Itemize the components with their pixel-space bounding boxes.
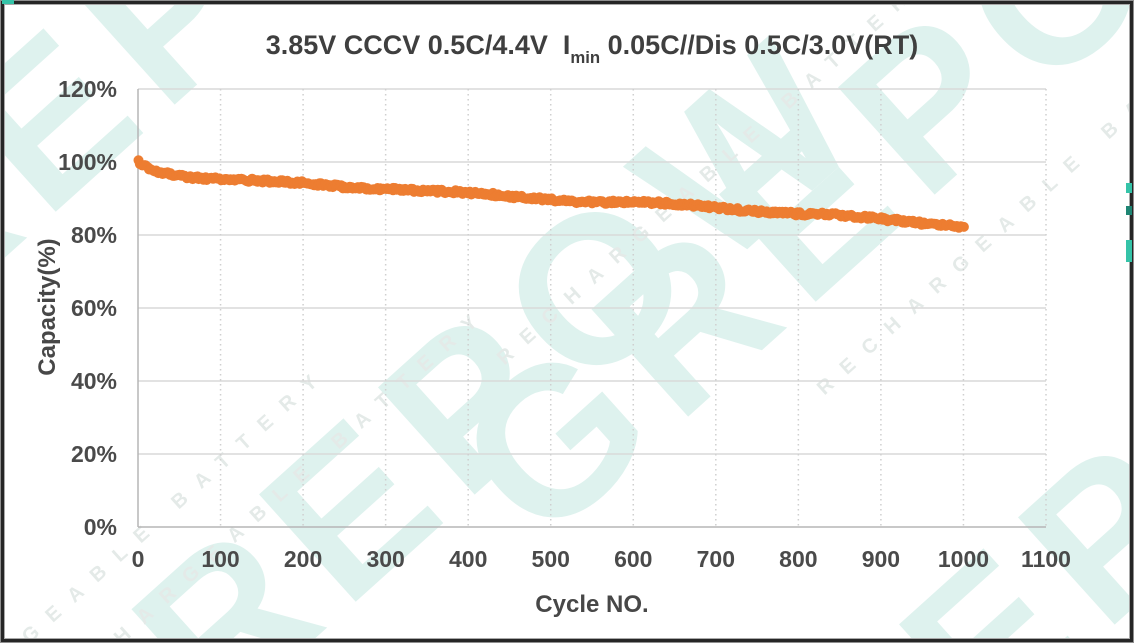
capacity-series: [133, 155, 969, 233]
x-tick-label: 100: [201, 546, 240, 572]
x-tick-label: 1000: [937, 546, 990, 572]
y-tick-label: 40%: [70, 368, 117, 394]
y-tick-label: 120%: [58, 76, 117, 102]
x-tick-label: 200: [283, 546, 323, 572]
x-tick-label: 0: [131, 546, 145, 572]
x-tick-label: 1100: [1021, 546, 1071, 572]
chart-title: 3.85V CCCV 0.5C/4.4V Imin 0.05C//Dis 0.5…: [138, 30, 1046, 68]
border-watermark-fragment: [1126, 240, 1132, 262]
y-tick-label: 100%: [58, 149, 117, 175]
x-tick-label: 400: [448, 546, 488, 572]
y-tick-label: 60%: [70, 295, 117, 321]
y-tick-label: 0%: [83, 514, 117, 540]
border-watermark-fragment: [2, 0, 14, 4]
chart-title-subscript: min: [570, 48, 601, 68]
horizontal-gridlines: [138, 88, 1046, 455]
y-axis-title: Capacity(%): [34, 238, 61, 376]
border-watermark-fragment: [1126, 183, 1132, 193]
x-axis-title: Cycle NO.: [535, 591, 649, 618]
x-tick-label: 500: [531, 546, 570, 572]
border-watermark-fragment: [1126, 206, 1132, 215]
chart-title-pre: 3.85V CCCV 0.5C/4.4V I: [265, 30, 571, 60]
x-tick-label: 600: [614, 546, 653, 572]
x-tick-label: 900: [861, 546, 901, 572]
x-tick-label: 700: [696, 546, 735, 572]
y-tick-label: 80%: [70, 222, 117, 248]
vertical-gridlines: [219, 89, 1047, 527]
x-tick-label: 300: [366, 546, 405, 572]
y-tick-label: 20%: [70, 441, 117, 467]
plot-area: [133, 88, 1047, 528]
chart-title-post: 0.05C//Dis 0.5C/3.0V(RT): [600, 30, 919, 60]
data-point: [958, 221, 969, 232]
x-tick-label: 800: [779, 546, 818, 572]
